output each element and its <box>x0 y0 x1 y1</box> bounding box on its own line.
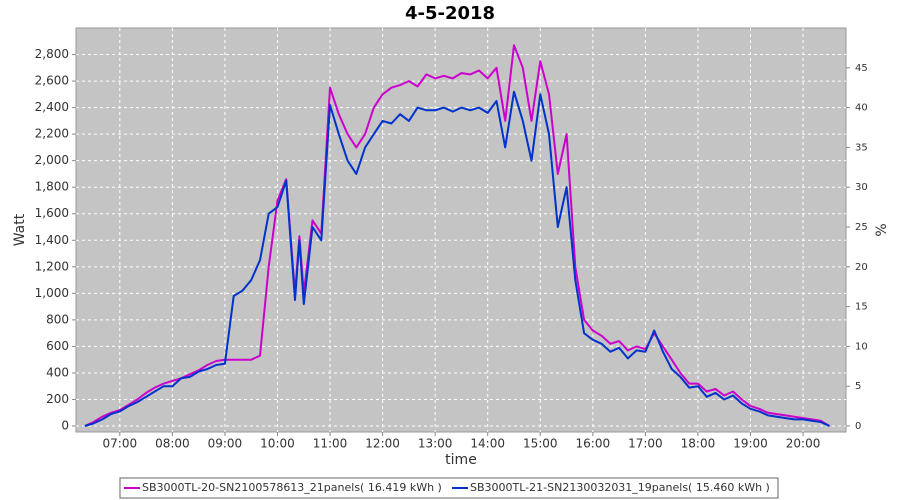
x-tick-label: 08:00 <box>155 437 190 451</box>
y2-tick-label: 35 <box>855 142 868 153</box>
y-tick-label: 2,600 <box>35 74 69 88</box>
x-tick-label: 10:00 <box>260 437 295 451</box>
y2-tick-label: 10 <box>855 341 868 352</box>
x-tick-label: 13:00 <box>418 437 453 451</box>
y2-tick-label: 5 <box>855 381 861 392</box>
plot-area <box>75 27 847 433</box>
y-tick-label: 400 <box>46 365 69 379</box>
legend <box>119 477 779 499</box>
x-tick-label: 09:00 <box>208 437 243 451</box>
x-tick-label: 20:00 <box>786 437 821 451</box>
y-axis-label: Watt <box>12 213 28 246</box>
x-tick-label: 16:00 <box>576 437 611 451</box>
y-tick-label: 2,800 <box>35 47 69 61</box>
y2-tick-label: 45 <box>855 63 868 74</box>
y-tick-label: 2,200 <box>35 127 69 141</box>
y-tick-label: 1,800 <box>35 180 69 194</box>
series-line <box>84 90 830 427</box>
x-tick-label: 19:00 <box>733 437 768 451</box>
y-tick-label: 1,600 <box>35 206 69 220</box>
legend-label: SB3000TL-20-SN2100578613_21panels( 16.41… <box>142 481 442 494</box>
y-tick-label: 0 <box>61 419 69 433</box>
y2-tick-label: 15 <box>855 302 868 313</box>
series-line <box>84 44 830 427</box>
y-tick-label: 1,200 <box>35 259 69 273</box>
x-tick-label: 11:00 <box>313 437 348 451</box>
x-tick-label: 15:00 <box>523 437 558 451</box>
x-axis-label: time <box>445 452 477 468</box>
x-tick-label: 17:00 <box>628 437 663 451</box>
x-tick-label: 12:00 <box>365 437 400 451</box>
legend-label: SB3000TL-21-SN2130032031_19panels( 15.46… <box>470 481 770 494</box>
x-tick-label: 18:00 <box>681 437 716 451</box>
y-tick-label: 2,400 <box>35 100 69 114</box>
y-tick-label: 200 <box>46 392 69 406</box>
y-tick-label: 800 <box>46 312 69 326</box>
y2-tick-label: 20 <box>855 262 868 273</box>
x-tick-label: 07:00 <box>103 437 138 451</box>
y2-axis-label: % <box>874 223 890 236</box>
y2-tick-label: 40 <box>855 103 868 114</box>
y-tick-label: 2,000 <box>35 153 69 167</box>
y-tick-label: 1,400 <box>35 233 69 247</box>
y2-tick-label: 30 <box>855 182 868 193</box>
chart-title: 4-5-2018 <box>405 3 495 24</box>
x-tick-label: 14:00 <box>470 437 505 451</box>
y-tick-label: 600 <box>46 339 69 353</box>
y-tick-label: 1,000 <box>35 286 69 300</box>
y2-tick-label: 25 <box>855 222 868 233</box>
y2-tick-label: 0 <box>855 421 861 432</box>
